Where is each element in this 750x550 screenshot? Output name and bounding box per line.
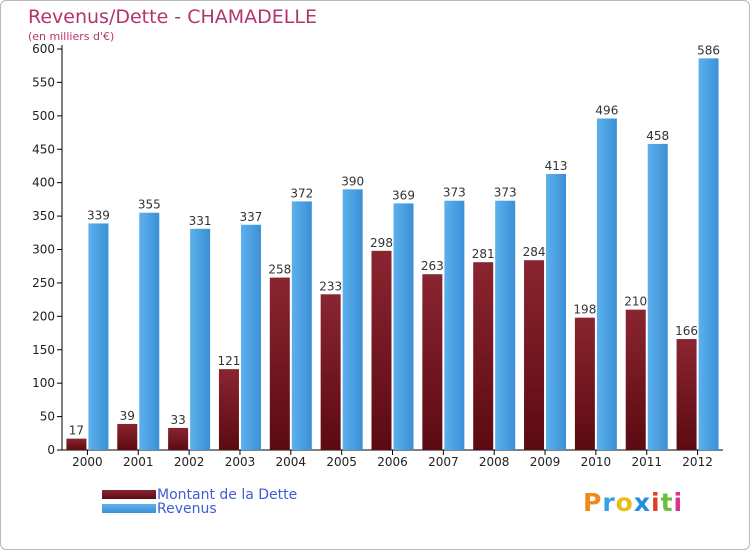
logo-letter: r <box>602 488 616 517</box>
data-label-debt: 263 <box>421 259 444 273</box>
data-label-revenus: 413 <box>545 159 568 173</box>
bar-debt <box>66 438 87 450</box>
data-label-debt: 17 <box>69 424 84 438</box>
data-label-debt: 298 <box>370 236 393 250</box>
bar-debt <box>422 274 443 450</box>
bar-revenus <box>546 173 567 450</box>
bar-debt <box>168 427 189 450</box>
legend-label-revenus: Revenus <box>157 500 217 517</box>
logo-letter: i <box>651 488 661 517</box>
legend-swatch-revenus <box>102 504 156 513</box>
x-tick-label: 2005 <box>326 455 357 469</box>
bar-debt <box>117 423 138 450</box>
data-label-debt: 258 <box>268 263 291 277</box>
bar-revenus <box>139 212 160 450</box>
y-tick-label: 150 <box>32 343 55 357</box>
bar-revenus <box>88 223 109 450</box>
legend-label-debt: Montant de la Dette <box>157 486 298 503</box>
x-tick-label: 2008 <box>479 455 510 469</box>
data-label-debt: 166 <box>675 324 698 338</box>
bar-debt <box>371 250 392 450</box>
y-tick-label: 200 <box>32 309 55 323</box>
x-tick-label: 2002 <box>174 455 205 469</box>
bar-revenus <box>647 143 668 451</box>
data-label-debt: 284 <box>523 245 546 259</box>
data-label-debt: 210 <box>624 295 647 309</box>
y-tick-label: 450 <box>32 142 55 156</box>
data-label-revenus: 355 <box>138 198 161 212</box>
data-label-revenus: 373 <box>494 186 517 200</box>
y-tick-label: 0 <box>47 443 55 457</box>
legend-swatch-debt <box>102 490 156 499</box>
bar-revenus <box>444 200 465 450</box>
logo-letter: P <box>583 488 603 517</box>
x-tick-label: 2011 <box>631 455 662 469</box>
data-label-debt: 281 <box>472 247 495 261</box>
x-tick-label: 2000 <box>72 455 103 469</box>
data-label-revenus: 586 <box>697 43 720 57</box>
x-tick-label: 2012 <box>682 455 713 469</box>
bar-revenus <box>495 200 516 450</box>
bar-debt <box>269 277 290 450</box>
bar-revenus <box>698 58 719 451</box>
y-tick-label: 400 <box>32 176 55 190</box>
bar-revenus <box>291 201 312 450</box>
data-label-debt: 33 <box>170 413 185 427</box>
data-label-revenus: 339 <box>87 208 110 222</box>
y-tick-label: 550 <box>32 75 55 89</box>
bar-debt <box>320 294 341 450</box>
data-label-revenus: 458 <box>646 129 669 143</box>
bar-debt <box>473 262 494 450</box>
y-tick-label: 500 <box>32 109 55 123</box>
bar-revenus <box>240 224 261 450</box>
bar-revenus <box>596 118 617 451</box>
x-tick-label: 2010 <box>581 455 612 469</box>
data-label-debt: 233 <box>319 279 342 293</box>
data-label-revenus: 372 <box>290 186 313 200</box>
y-tick-label: 350 <box>32 209 55 223</box>
data-label-revenus: 331 <box>189 214 212 228</box>
data-label-revenus: 337 <box>240 210 263 224</box>
bar-debt <box>574 317 595 450</box>
y-tick-label: 100 <box>32 376 55 390</box>
x-tick-label: 2006 <box>377 455 408 469</box>
legend-item-debt: Montant de la Dette <box>102 486 298 503</box>
x-tick-label: 2007 <box>428 455 459 469</box>
y-tick-label: 300 <box>32 243 55 257</box>
bar-debt <box>218 369 239 450</box>
x-tick-label: 2001 <box>123 455 154 469</box>
logo-letter: x <box>633 488 651 517</box>
proxiti-logo: Proxiti <box>583 488 683 517</box>
data-label-revenus: 369 <box>392 188 415 202</box>
bar-debt <box>625 309 646 450</box>
logo-letter: o <box>615 488 634 517</box>
data-label-debt: 39 <box>120 409 135 423</box>
logo-letter: i <box>673 488 684 517</box>
y-tick-label: 600 <box>32 42 55 56</box>
x-tick-label: 2003 <box>225 455 256 469</box>
data-label-debt: 198 <box>573 303 596 317</box>
legend-item-revenus: Revenus <box>102 500 217 517</box>
logo-letter: t <box>660 488 674 517</box>
data-label-revenus: 496 <box>595 104 618 118</box>
bar-debt <box>524 260 545 450</box>
x-tick-label: 2004 <box>276 455 307 469</box>
y-tick-label: 50 <box>40 410 55 424</box>
y-tick-label: 250 <box>32 276 55 290</box>
x-tick-label: 2009 <box>530 455 561 469</box>
data-label-debt: 121 <box>218 354 241 368</box>
data-label-revenus: 390 <box>341 174 364 188</box>
chart-title: Revenus/Dette - CHAMADELLE <box>28 6 317 28</box>
bar-revenus <box>393 203 414 450</box>
bar-revenus <box>190 228 211 450</box>
bar-revenus <box>342 189 363 450</box>
chart-subtitle: (en milliers d'€) <box>28 30 115 43</box>
data-label-revenus: 373 <box>443 186 466 200</box>
bar-debt <box>676 339 697 450</box>
